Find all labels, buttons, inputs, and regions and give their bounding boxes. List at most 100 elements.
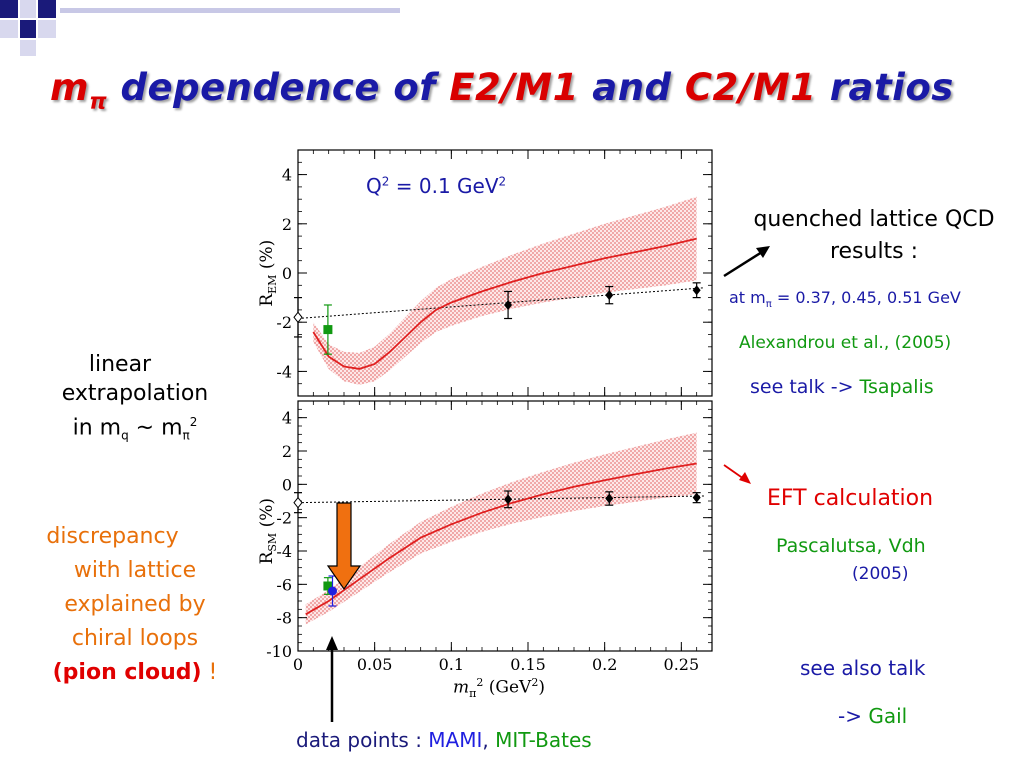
y-tick-label: 0 — [282, 264, 292, 283]
title-part2: dependence of — [107, 66, 450, 109]
see-talk-text: see talk -> — [750, 376, 860, 398]
see-talk-tsapalis: see talk -> Tsapalis — [750, 376, 934, 398]
quenched-note: quenched lattice QCD results : — [724, 204, 1024, 268]
slide-title: mπ dependence of E2/M1 and C2/M1 ratios — [50, 66, 954, 114]
q2-annotation: Q2 = 0.1 GeV2 — [366, 174, 506, 198]
top-ylabel-r: R — [256, 293, 277, 307]
top-ylabel-unit: (%) — [256, 239, 277, 275]
discrepancy-note: discrepancy with lattice explained by ch… — [40, 520, 230, 690]
disc-line4: chiral loops — [71, 626, 199, 651]
pascalutsa-ref: Pascalutsa, Vdh — [776, 535, 926, 557]
see-also-talk: see also talk — [800, 656, 926, 680]
deco-square — [38, 20, 56, 38]
eft-arrow-head — [739, 472, 751, 484]
title-part3: E2/M1 — [449, 66, 579, 109]
extrapolated-point — [293, 496, 303, 509]
eft-arrow-shaft — [723, 464, 745, 480]
deco-square — [20, 40, 36, 56]
linear-tilde: ~ m — [128, 415, 183, 441]
bottom-ylabel: RSM (%) — [257, 491, 279, 571]
eft-calculation-label: EFT calculation — [767, 486, 934, 511]
deco-square — [20, 0, 36, 18]
lattice-point — [692, 492, 701, 503]
panel-top: 4 2 0 -2 -4 — [276, 149, 713, 397]
pion-cloud-text: (pion cloud) — [52, 660, 202, 685]
panel-bottom: 420-2-4-6-8-100 0.05 0.1 0.15 0.2 0.25 — [266, 400, 713, 674]
xlabel: mπ2 (GeV2) — [453, 676, 545, 700]
mami-point — [323, 325, 333, 335]
title-part1: m — [50, 66, 90, 109]
pascalutsa-year: (2005) — [852, 564, 909, 584]
gail-text: Gail — [868, 704, 908, 728]
data-points-arrow-head — [326, 636, 338, 650]
disc-line5: (pion cloud) ! — [40, 656, 230, 690]
linear-line3-m: in m — [72, 415, 122, 441]
mami-label: MAMI — [428, 728, 483, 752]
title-part4: and — [578, 66, 685, 109]
q2-sup1: 2 — [381, 174, 390, 189]
x-tick-label: 0 — [293, 655, 303, 674]
quenched-line2: results : — [829, 239, 919, 264]
x-tick-label: 0.15 — [510, 655, 546, 674]
bot-ylabel-r: R — [256, 551, 277, 565]
bates-point — [328, 586, 337, 596]
title-part5: C2/M1 — [684, 66, 817, 109]
linear-line1: linear — [88, 352, 152, 377]
see-also-gail: -> Gail — [838, 704, 907, 728]
at-m-sub: π — [765, 299, 772, 311]
y-tick-label: 2 — [282, 442, 292, 461]
xlabel-sup2: 2 — [531, 676, 539, 689]
linear-pi: π — [182, 428, 190, 443]
x-tick-label: 0.25 — [664, 655, 700, 674]
y-tick-label: 4 — [282, 166, 292, 185]
eft-uncertainty-band — [313, 196, 697, 385]
xlabel-rest: (GeV — [483, 677, 532, 698]
lattice-point — [692, 285, 701, 296]
q2-mid: = 0.1 GeV — [389, 174, 499, 198]
y-tick-label: -10 — [266, 642, 292, 661]
orange-down-arrow — [326, 502, 362, 591]
q2-q: Q — [366, 174, 382, 198]
deco-square — [0, 0, 18, 18]
quenched-arrow-head — [756, 246, 770, 258]
at-m: at m — [729, 288, 766, 307]
y-tick-label: -2 — [276, 509, 292, 528]
lattice-point — [504, 299, 513, 310]
alexandrou-ref: Alexandrou et al., (2005) — [739, 333, 952, 353]
eft-uncertainty-band — [305, 432, 697, 625]
y-tick-label: 0 — [282, 475, 292, 494]
mami-point — [323, 581, 333, 591]
quenched-line1: quenched lattice QCD — [753, 207, 995, 232]
xlabel-close: ) — [538, 677, 545, 698]
deco-square — [38, 0, 56, 18]
linear-sq: 2 — [189, 415, 198, 429]
x-tick-label: 0.05 — [357, 655, 393, 674]
xlabel-sub: π — [469, 687, 477, 701]
top-ylabel-sub: EM — [266, 274, 280, 294]
linear-q: q — [121, 428, 129, 443]
q2-sup2: 2 — [498, 174, 507, 189]
deco-bar — [60, 8, 400, 13]
linear-extrapolation-note: linear extrapolation in mq ~ mπ2 — [30, 350, 240, 451]
quenched-arrow-shaft — [723, 250, 763, 278]
title-part6: ratios — [816, 66, 954, 109]
lattice-point — [504, 494, 513, 505]
title-part1-sub: π — [89, 88, 108, 115]
y-tick-label: -6 — [276, 575, 292, 594]
x-tick-label: 0.2 — [592, 655, 617, 674]
eft-curve — [312, 237, 697, 370]
top-ylabel: REM (%) — [257, 233, 279, 313]
disc-line3: explained by — [64, 592, 206, 617]
data-points-caption: data points : MAMI, MIT-Bates — [296, 728, 592, 752]
comma-text: , — [482, 728, 496, 752]
bates-label: MIT-Bates — [495, 728, 592, 752]
y-tick-label: -4 — [276, 542, 292, 561]
tsapalis-text: Tsapalis — [859, 376, 934, 398]
bot-ylabel-unit: (%) — [256, 497, 277, 533]
disc-line1: discrepancy — [46, 524, 179, 549]
y-tick-label: -4 — [276, 362, 292, 381]
corner-decoration — [0, 0, 400, 56]
xlabel-sup: 2 — [476, 676, 484, 689]
y-tick-label: 2 — [282, 215, 292, 234]
